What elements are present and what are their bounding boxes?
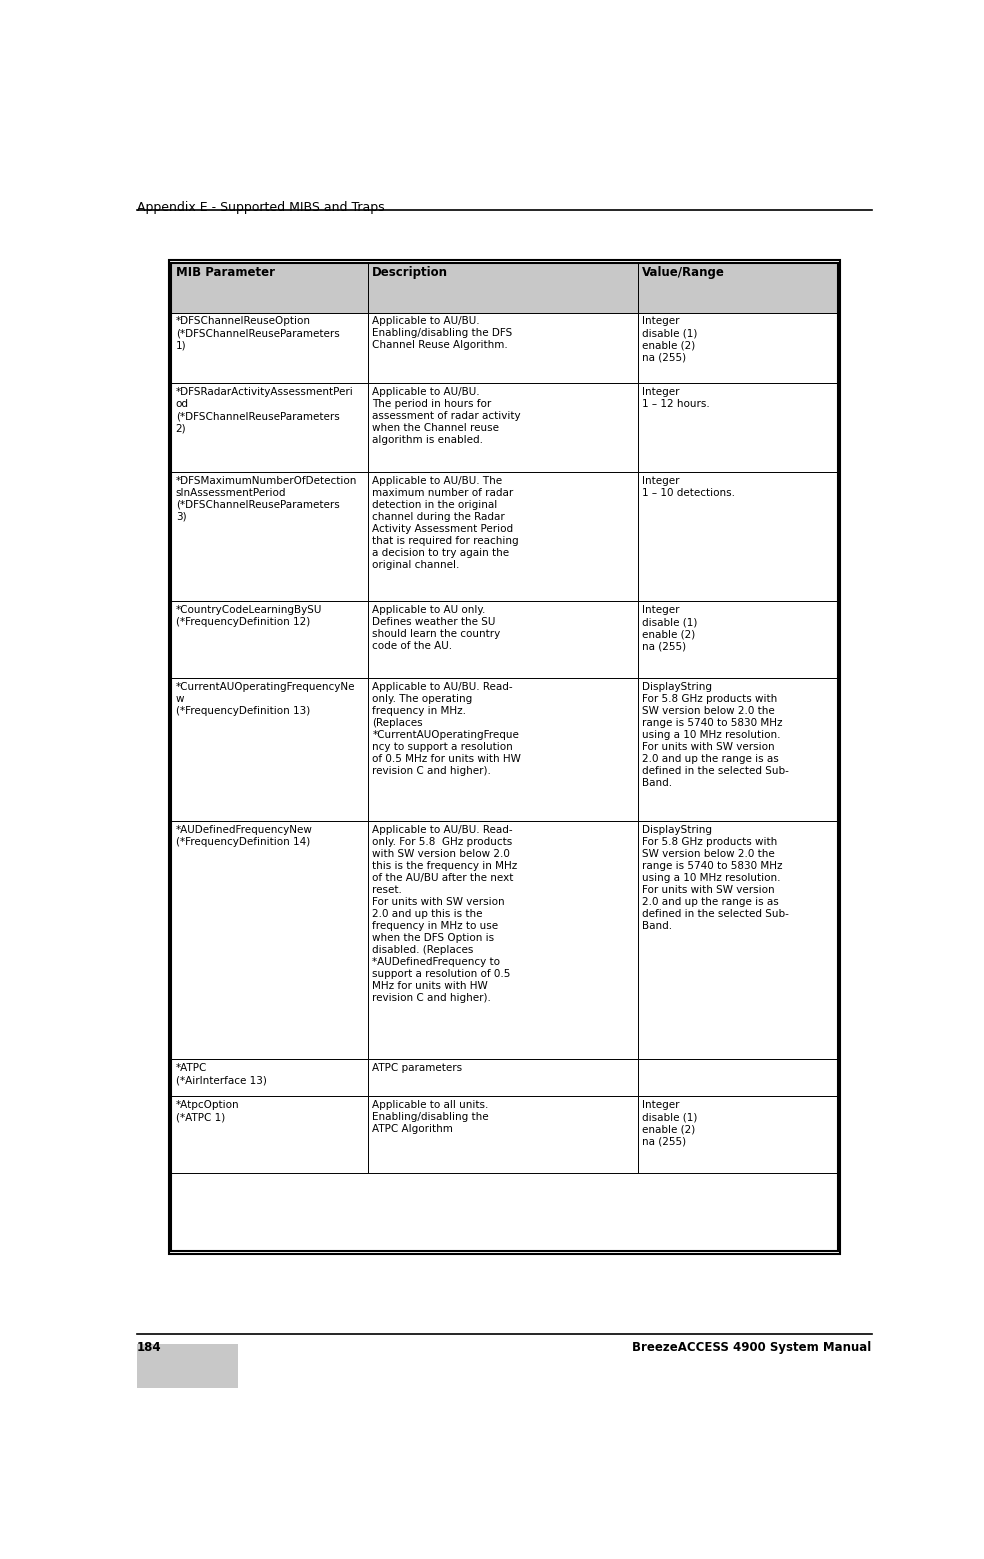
Bar (368, 678, 638, 820)
Bar (168, 260, 840, 1253)
Bar (171, 678, 368, 820)
Text: Applicable to AU/BU. Read-
only. The operating
frequency in MHz.
(Replaces
*Curr: Applicable to AU/BU. Read- only. The ope… (372, 683, 522, 776)
Text: MIB Parameter: MIB Parameter (176, 267, 275, 279)
Bar (638, 313, 837, 384)
Text: Integer
1 – 12 hours.: Integer 1 – 12 hours. (643, 387, 710, 410)
Text: *CountryCodeLearningBySU
(*FrequencyDefinition 12): *CountryCodeLearningBySU (*FrequencyDefi… (176, 605, 322, 627)
Text: *AUDefinedFrequencyNew
(*FrequencyDefinition 14): *AUDefinedFrequencyNew (*FrequencyDefini… (176, 825, 313, 847)
Text: Appendix E - Supported MIBS and Traps: Appendix E - Supported MIBS and Traps (137, 201, 385, 214)
Text: Integer
disable (1)
enable (2)
na (255): Integer disable (1) enable (2) na (255) (643, 605, 698, 652)
Text: *ATPC
(*AirInterface 13): *ATPC (*AirInterface 13) (176, 1063, 267, 1085)
Text: *DFSRadarActivityAssessmentPeri
od
(*DFSChannelReuseParameters
2): *DFSRadarActivityAssessmentPeri od (*DFS… (176, 387, 353, 433)
Text: DisplayString
For 5.8 GHz products with
SW version below 2.0 the
range is 5740 t: DisplayString For 5.8 GHz products with … (643, 683, 789, 789)
Bar (638, 472, 837, 602)
Bar (368, 1096, 638, 1174)
Bar (171, 820, 368, 1060)
Text: Description: Description (372, 267, 449, 279)
Text: Applicable to AU only.
Defines weather the SU
should learn the country
code of t: Applicable to AU only. Defines weather t… (372, 605, 501, 652)
Text: Integer
disable (1)
enable (2)
na (255): Integer disable (1) enable (2) na (255) (643, 1101, 698, 1146)
Text: Applicable to AU/BU.
Enabling/disabling the DFS
Channel Reuse Algorithm.: Applicable to AU/BU. Enabling/disabling … (372, 316, 513, 351)
Bar (171, 262, 837, 1252)
Bar (171, 1096, 368, 1174)
Bar (368, 262, 638, 313)
Bar (368, 602, 638, 678)
Bar (638, 1060, 837, 1096)
Bar (368, 820, 638, 1060)
Text: Value/Range: Value/Range (643, 267, 725, 279)
Bar (171, 313, 368, 384)
Bar (171, 602, 368, 678)
Bar (638, 820, 837, 1060)
Bar (638, 384, 837, 472)
Text: Integer
disable (1)
enable (2)
na (255): Integer disable (1) enable (2) na (255) (643, 316, 698, 362)
Text: *CurrentAUOperatingFrequencyNe
w
(*FrequencyDefinition 13): *CurrentAUOperatingFrequencyNe w (*Frequ… (176, 683, 355, 716)
Bar (638, 1096, 837, 1174)
Text: *DFSChannelReuseOption
(*DFSChannelReuseParameters
1): *DFSChannelReuseOption (*DFSChannelReuse… (176, 316, 339, 351)
Text: DisplayString
For 5.8 GHz products with
SW version below 2.0 the
range is 5740 t: DisplayString For 5.8 GHz products with … (643, 825, 789, 931)
Text: BreezeACCESS 4900 System Manual: BreezeACCESS 4900 System Manual (633, 1341, 872, 1353)
Bar (137, 1344, 238, 1392)
Bar (638, 262, 837, 313)
Bar (638, 602, 837, 678)
Bar (368, 384, 638, 472)
Bar (171, 262, 368, 313)
Bar (368, 472, 638, 602)
Text: Integer
1 – 10 detections.: Integer 1 – 10 detections. (643, 475, 735, 497)
Text: ATPC parameters: ATPC parameters (372, 1063, 462, 1073)
Text: 184: 184 (137, 1341, 161, 1353)
Bar (638, 678, 837, 820)
Bar (368, 1060, 638, 1096)
Bar (368, 313, 638, 384)
Bar (171, 472, 368, 602)
Text: Applicable to AU/BU.
The period in hours for
assessment of radar activity
when t: Applicable to AU/BU. The period in hours… (372, 387, 521, 446)
Text: *DFSMaximumNumberOfDetection
sInAssessmentPeriod
(*DFSChannelReuseParameters
3): *DFSMaximumNumberOfDetection sInAssessme… (176, 475, 357, 522)
Text: Applicable to AU/BU. Read-
only. For 5.8  GHz products
with SW version below 2.0: Applicable to AU/BU. Read- only. For 5.8… (372, 825, 518, 1002)
Bar (171, 384, 368, 472)
Text: *AtpcOption
(*ATPC 1): *AtpcOption (*ATPC 1) (176, 1101, 239, 1122)
Bar (171, 1060, 368, 1096)
Text: Applicable to AU/BU. The
maximum number of radar
detection in the original
chann: Applicable to AU/BU. The maximum number … (372, 475, 519, 571)
Text: Applicable to all units.
Enabling/disabling the
ATPC Algorithm: Applicable to all units. Enabling/disabl… (372, 1101, 489, 1135)
